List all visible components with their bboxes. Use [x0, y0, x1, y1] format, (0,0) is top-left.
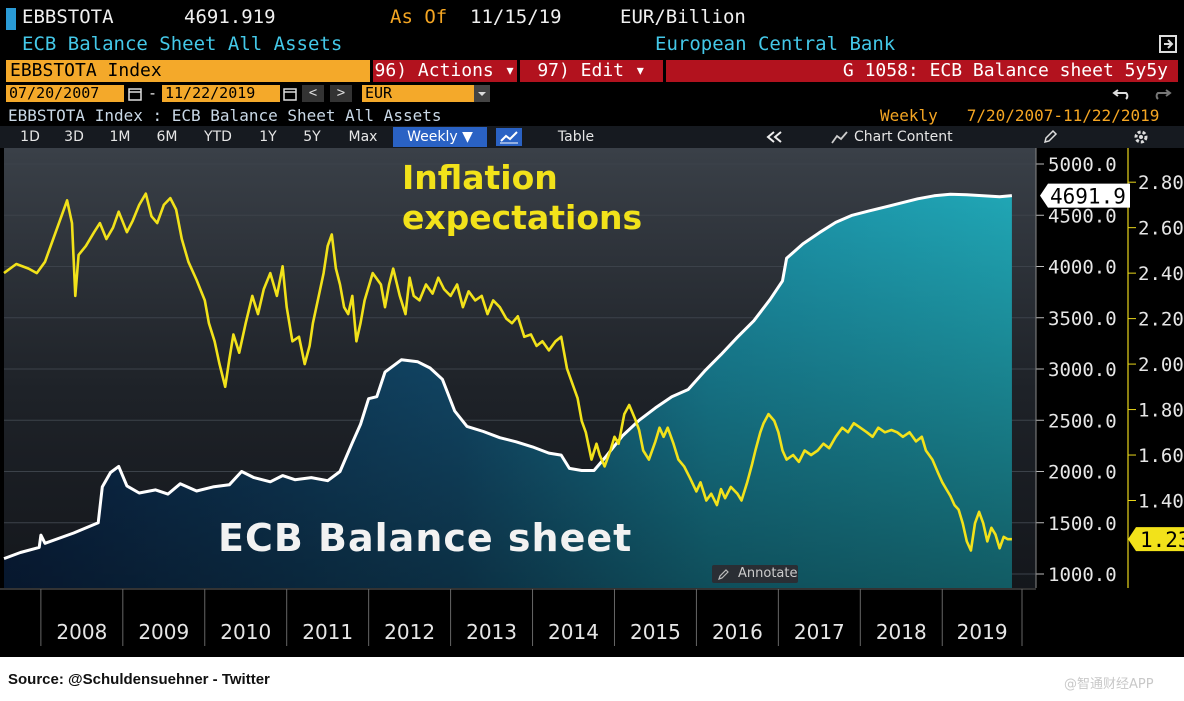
source-credit: Source: @Schuldensuehner - Twitter	[8, 671, 270, 688]
x-tick-label-2012: 2012	[384, 620, 435, 644]
page-title: G 1058: ECB Balance sheet 5y5y	[666, 60, 1178, 82]
units-label: EUR/Billion	[620, 6, 746, 28]
x-tick-label-2010: 2010	[220, 620, 271, 644]
x-axis-background	[0, 588, 1040, 657]
balance-sheet-chart: Inflation expectations ECB Balance sheet 5…	[0, 148, 1184, 657]
x-tick-label-2009: 2009	[138, 620, 189, 644]
period-ytd-button[interactable]: YTD	[204, 129, 232, 145]
period-1y-button[interactable]: 1Y	[259, 129, 277, 145]
left-tick-label: 3500.0	[1048, 308, 1117, 330]
collapse-panel-icon[interactable]	[762, 128, 788, 146]
x-tick-label-2013: 2013	[466, 620, 517, 644]
start-date-field[interactable]: 07/20/2007	[6, 85, 124, 102]
next-period-button[interactable]: >	[330, 85, 352, 102]
left-tick-label: 1000.0	[1048, 564, 1117, 586]
annotate-button[interactable]: Annotate	[712, 565, 798, 583]
balance-last-value-label: 4691.9	[1050, 185, 1126, 209]
chart-toolbar	[0, 126, 1184, 148]
annotation-ecb-balance-sheet: ECB Balance sheet	[218, 516, 632, 560]
inflation-last-value-label: 1.23	[1140, 528, 1184, 552]
last-value: 4691.919	[184, 6, 276, 28]
inflation-last-value-badge	[1128, 527, 1184, 552]
x-tick-label-2008: 2008	[56, 620, 107, 644]
edit-chart-icon[interactable]	[1042, 129, 1058, 145]
period-3d-button[interactable]: 3D	[64, 129, 84, 145]
start-calendar-icon[interactable]	[128, 86, 142, 101]
currency-dropdown-icon[interactable]	[474, 85, 490, 102]
x-tick-label-2017: 2017	[794, 620, 845, 644]
annotate-label: Annotate	[738, 566, 798, 581]
left-tick-label: 4500.0	[1048, 205, 1117, 227]
ticker-accent-bar	[6, 8, 16, 30]
chart-content-button[interactable]: Chart Content	[854, 129, 953, 145]
x-axis: 2008 2009 2010 2011 2012 2013 2014 2015 2016 2017…	[0, 588, 1040, 657]
x-tick-label-2014: 2014	[548, 620, 599, 644]
footer-bar: Source: @Schuldensuehner - Twitter @智通财经…	[0, 657, 1184, 701]
redo-icon[interactable]	[1150, 84, 1172, 102]
right-tick-label: 1.40	[1138, 491, 1184, 513]
end-date-field[interactable]: 11/22/2019	[162, 85, 280, 102]
left-tick-label: 2000.0	[1048, 462, 1117, 484]
right-tick-label: 2.60	[1138, 218, 1184, 240]
annotate-pencil-icon	[718, 569, 729, 580]
x-tick-label-2015: 2015	[630, 620, 681, 644]
left-tick-label: 4000.0	[1048, 257, 1117, 279]
currency-select[interactable]: EUR	[362, 85, 474, 102]
right-tick-label: 2.20	[1138, 309, 1184, 331]
x-tick-label-2016: 2016	[712, 620, 763, 644]
right-tick-label: 1.80	[1138, 400, 1184, 422]
x-tick-label-2019: 2019	[957, 620, 1008, 644]
left-y-axis: 5000.0 4500.0 4000.0 3500.0 3000.0 2500.0 2000…	[1035, 148, 1117, 588]
edit-menu-button[interactable]: 97) Edit ▾	[520, 60, 663, 82]
left-tick-label: 5000.0	[1048, 154, 1117, 176]
balance-last-value-badge	[1040, 183, 1130, 208]
inflation-expectations-line	[3, 192, 1012, 552]
as-of-label: As Of	[390, 6, 448, 28]
period-6m-button[interactable]: 6M	[156, 129, 178, 145]
series-title: ECB Balance Sheet All Assets	[22, 33, 343, 55]
frequency-select[interactable]: Weekly ▼	[393, 127, 487, 147]
left-tick-label: 1500.0	[1048, 513, 1117, 535]
balance-sheet-area	[4, 194, 1012, 588]
previous-period-button[interactable]: <	[302, 85, 324, 102]
chart-date-range: Weekly 7/20/2007-11/22/2019	[880, 106, 1160, 125]
left-tick-label: 3000.0	[1048, 359, 1117, 381]
chart-content-icon[interactable]	[830, 129, 850, 145]
table-view-button[interactable]: Table	[557, 129, 595, 145]
x-tick-label-2018: 2018	[876, 620, 927, 644]
index-field[interactable]: EBBSTOTA Index	[6, 60, 370, 82]
right-tick-label: 2.00	[1138, 354, 1184, 376]
left-tick-label: 2500.0	[1048, 410, 1117, 432]
x-tick-label-2011: 2011	[302, 620, 353, 644]
settings-gear-icon[interactable]	[1132, 128, 1150, 146]
source-organization: European Central Bank	[655, 33, 896, 55]
watermark: @智通财经APP	[1064, 677, 1154, 692]
undo-icon[interactable]	[1112, 84, 1134, 102]
right-tick-label: 1.60	[1138, 445, 1184, 467]
ticker-symbol: EBBSTOTA	[22, 6, 114, 28]
right-tick-label: 2.80	[1138, 172, 1184, 194]
date-range-separator: -	[148, 84, 158, 102]
period-5y-button[interactable]: 5Y	[303, 129, 321, 145]
line-chart-icon[interactable]	[496, 128, 522, 146]
end-calendar-icon[interactable]	[283, 86, 297, 101]
period-1d-button[interactable]: 1D	[20, 129, 40, 145]
actions-menu-button[interactable]: 96) Actions ▾	[373, 60, 517, 82]
right-y-axis: 2.80 2.60 2.40 2.20 2.00 1.80 1.60 1.40 4691.9 1.…	[1040, 148, 1184, 588]
as-of-date: 11/15/19	[470, 6, 562, 28]
balance-sheet-line	[3, 192, 1013, 561]
balance-sheet-area-shade	[4, 194, 1012, 588]
export-icon[interactable]	[1158, 34, 1178, 54]
period-1m-button[interactable]: 1M	[109, 129, 131, 145]
period-max-button[interactable]: Max	[348, 129, 378, 145]
chart-subtitle: EBBSTOTA Index : ECB Balance Sheet All A…	[8, 106, 442, 125]
right-tick-label: 2.40	[1138, 263, 1184, 285]
annotation-inflation-expectations: Inflation expectations	[402, 158, 642, 237]
